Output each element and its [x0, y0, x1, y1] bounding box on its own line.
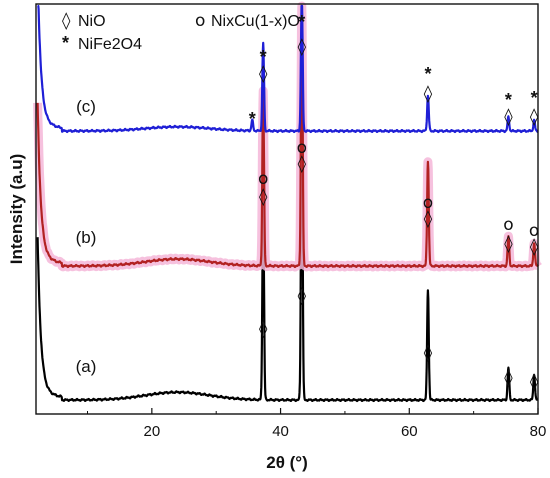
trace-label: (c) [76, 97, 96, 116]
x-tick-label: 60 [401, 423, 418, 440]
peak-marker: ◊ [424, 343, 433, 363]
peak-marker: o [503, 215, 513, 235]
peak-marker: * [424, 64, 431, 84]
peak-marker: ◊ [530, 237, 539, 257]
peak-marker: o [258, 169, 268, 189]
peak-marker: ◊ [259, 319, 268, 339]
trace-label: (a) [76, 357, 97, 376]
x-tick-label: 40 [272, 423, 289, 440]
peak-marker: ◊ [504, 234, 513, 254]
y-axis-title: Intensity (a.u) [7, 154, 26, 265]
peak-marker: ◊ [504, 107, 513, 127]
x-axis-ticks: 20 40 60 80 [86, 408, 547, 440]
x-axis-title: 2θ (°) [266, 453, 308, 472]
legend-label: NiFe2O4 [78, 36, 142, 53]
trace-labels-group: (a) (b) (c) [76, 97, 97, 376]
peak-marker: o [423, 193, 433, 213]
peak-marker: ◊ [424, 84, 433, 104]
peak-marker: ◊ [424, 209, 433, 229]
trace-1-line [36, 107, 539, 403]
plot-frame [35, 3, 539, 415]
peak-marker: ◊ [259, 64, 268, 84]
peak-marker: * [260, 47, 267, 67]
legend-symbol: ◊ [62, 11, 71, 31]
trace-3-line [36, 4, 539, 134]
peak-markers-group: ◊◊◊◊ ◊o◊o◊o◊ o◊o◊**◊*◊*◊ *◊*◊ [249, 12, 540, 392]
legend-symbol: * [62, 33, 69, 53]
peak-marker: o [297, 138, 307, 158]
peak-marker: * [505, 90, 512, 110]
peak-marker: * [531, 88, 538, 108]
peak-marker: o [529, 221, 539, 241]
peak-marker: ◊ [298, 154, 307, 174]
legend: ◊ NiO o NixCu(1-x)O * NiFe2O4 [62, 11, 300, 53]
peak-marker: ◊ [504, 368, 513, 388]
peak-marker: ◊ [298, 37, 307, 57]
peak-marker: ◊ [530, 107, 539, 127]
trace-label: (b) [76, 228, 97, 247]
x-tick-label: 20 [144, 423, 161, 440]
peak-marker: * [298, 12, 305, 32]
peak-marker: ◊ [530, 372, 539, 392]
trace-2-line [36, 4, 539, 269]
legend-label: NixCu(1-x)O [211, 13, 300, 30]
x-tick-label: 80 [530, 423, 547, 440]
traces-group [33, 1, 543, 403]
legend-label: NiO [78, 13, 106, 30]
peak-marker: ◊ [259, 187, 268, 207]
peak-marker: ◊ [298, 286, 307, 306]
legend-symbol: o [195, 11, 205, 31]
peak-marker: * [249, 109, 256, 129]
